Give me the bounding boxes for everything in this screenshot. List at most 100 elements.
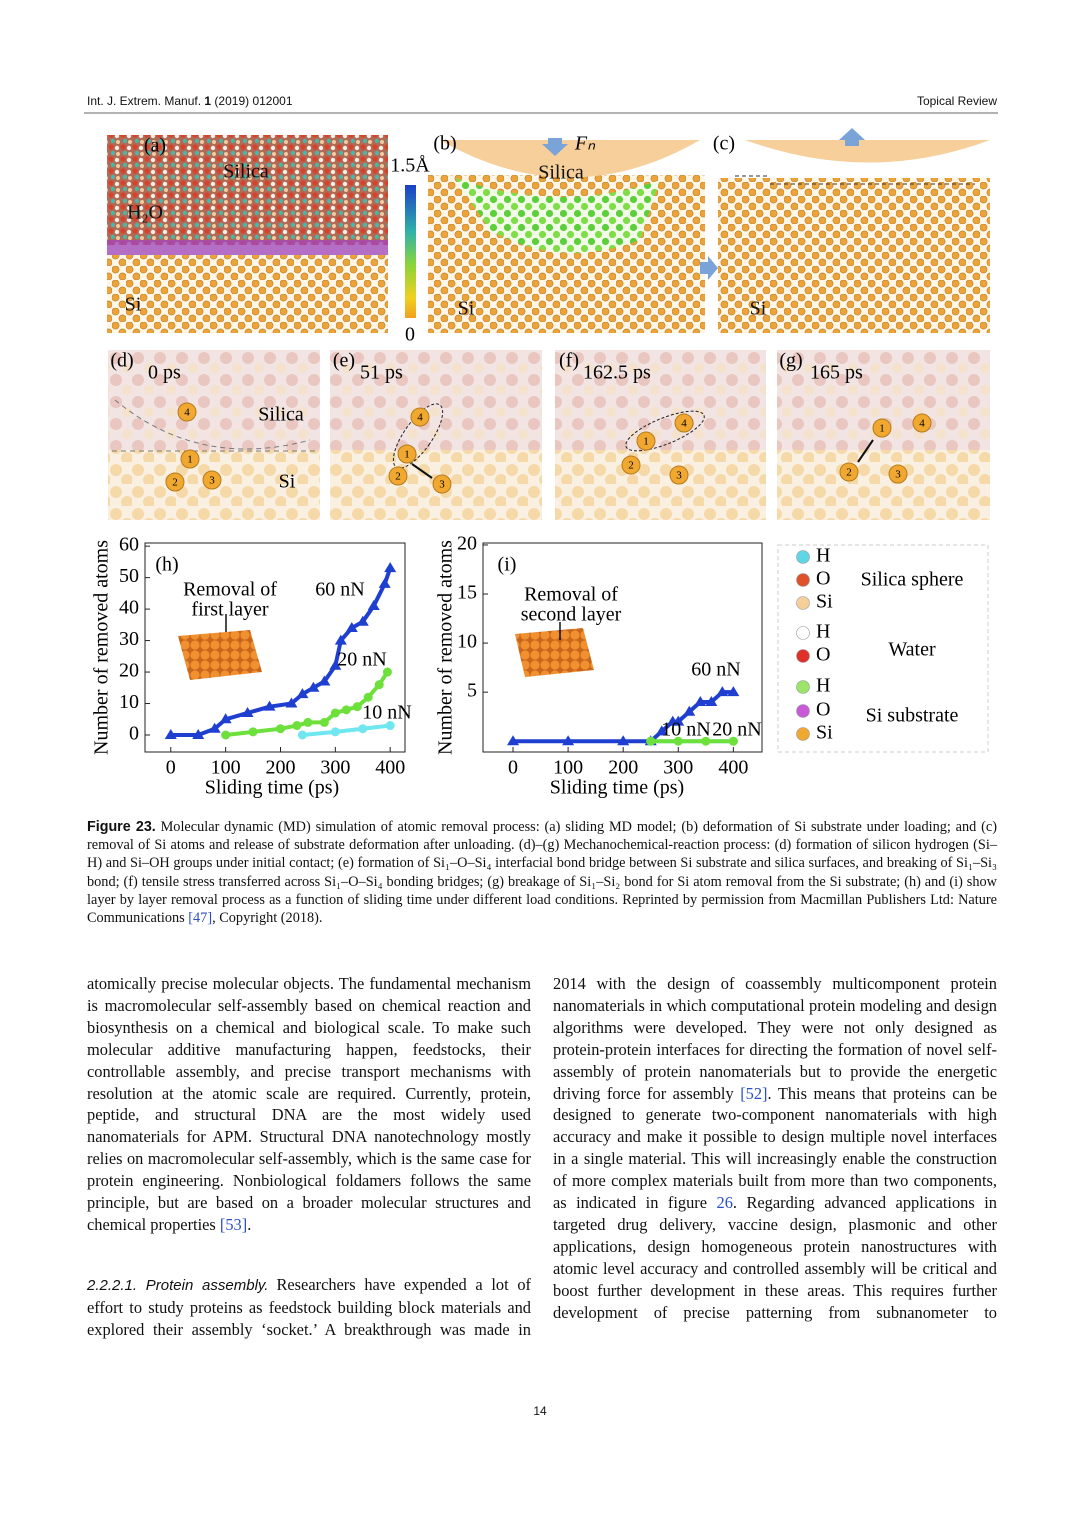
load-arrow xyxy=(542,138,568,156)
legend-swatch xyxy=(796,727,810,741)
atom-label: 3 xyxy=(676,470,682,482)
volume: 1 xyxy=(204,94,212,108)
figure-caption: Figure 23. Molecular dynamic (MD) simula… xyxy=(87,818,997,927)
marker xyxy=(303,717,313,727)
marker xyxy=(330,727,340,737)
marker xyxy=(507,735,520,746)
section: Topical Review xyxy=(916,94,997,108)
legend-swatch xyxy=(796,573,810,587)
time-label: 51 ps xyxy=(360,362,403,384)
inset-layers xyxy=(178,630,262,680)
atom xyxy=(674,413,694,433)
panel-bg xyxy=(108,350,320,450)
reference: [52] xyxy=(740,1083,768,1103)
issue: (2019) 012001 xyxy=(214,94,293,108)
marker xyxy=(285,697,298,708)
y-tick-label: 40 xyxy=(119,597,139,619)
marker xyxy=(701,736,711,746)
y-axis-label: Number of removed atoms xyxy=(435,540,457,755)
marker xyxy=(655,725,668,736)
marker xyxy=(727,686,740,697)
time-label: 165 ps xyxy=(810,362,863,384)
legend-box xyxy=(777,544,989,753)
marker xyxy=(341,705,351,715)
x-axis-label: Sliding time (ps) xyxy=(205,777,339,799)
section-heading: 2.2.2.1. Protein assembly. xyxy=(87,1276,269,1294)
atom-label: 1 xyxy=(187,454,193,466)
legend-group: Si substrate xyxy=(866,705,959,727)
y-tick-label: 5 xyxy=(467,680,477,702)
y-tick-label: 30 xyxy=(119,628,139,650)
legend-swatch xyxy=(796,626,810,640)
legend-label: H xyxy=(816,621,830,643)
marker xyxy=(673,736,683,746)
text-run: Researchers have expended a lot of effor… xyxy=(87,1274,531,1339)
marker xyxy=(192,729,205,740)
interface-layer xyxy=(107,240,388,256)
time-label: 0 ps xyxy=(148,362,181,384)
annotation: first layer xyxy=(191,599,269,621)
series-label: 10 nN xyxy=(362,702,411,724)
atom xyxy=(432,474,452,494)
marker xyxy=(617,735,630,746)
annotation: Removal of xyxy=(183,579,277,601)
panel-bg xyxy=(555,350,766,450)
marker xyxy=(378,577,391,588)
caption-label: Figure 23. xyxy=(87,819,156,835)
silica-water-region xyxy=(107,135,388,245)
region-label: Si xyxy=(125,294,142,316)
colorbar-label: 0 xyxy=(405,324,415,346)
annotation: Removal of xyxy=(524,584,618,606)
time-label: 162.5 ps xyxy=(583,362,651,384)
atom-label: 3 xyxy=(895,469,901,481)
region-label: Si xyxy=(279,471,296,493)
marker xyxy=(728,736,738,746)
region-label: Si xyxy=(458,298,475,320)
legend-swatch xyxy=(796,704,810,718)
panel-bg xyxy=(555,450,766,520)
silica-sphere xyxy=(745,140,990,163)
legend-label: H xyxy=(816,545,830,567)
panel-label: (c) xyxy=(713,133,735,155)
legend-label: O xyxy=(816,644,830,666)
marker xyxy=(374,680,384,690)
legend-label: H xyxy=(816,675,830,697)
panel-bg xyxy=(330,350,542,450)
annotation: second layer xyxy=(521,604,622,626)
atom-label: 4 xyxy=(681,418,687,430)
text-run: . Regarding advanced applications in tar… xyxy=(553,1193,997,1322)
marker xyxy=(367,599,380,610)
marker xyxy=(716,686,729,697)
plot-frame xyxy=(144,542,406,753)
series-label: 60 nN xyxy=(691,659,740,681)
x-tick-label: 200 xyxy=(608,757,638,779)
panel-label: (a) xyxy=(144,135,166,157)
page-number: 14 xyxy=(533,1404,547,1418)
atom xyxy=(177,402,197,422)
legend-label: O xyxy=(816,568,830,590)
series-label: 60 nN xyxy=(315,579,364,601)
marker xyxy=(356,615,369,626)
unload-arrow xyxy=(839,128,865,146)
marker xyxy=(296,688,309,699)
atom-label: 2 xyxy=(628,460,634,472)
y-tick-label: 15 xyxy=(457,582,477,604)
marker xyxy=(382,667,392,677)
marker xyxy=(319,717,329,727)
text-run: atomically precise molecular objects. Th… xyxy=(87,974,531,1234)
panel-label: (f) xyxy=(559,350,579,372)
y-tick-label: 50 xyxy=(119,565,139,587)
atom xyxy=(180,449,200,469)
atom xyxy=(669,465,689,485)
y-tick-label: 0 xyxy=(129,723,139,745)
atom-label: 2 xyxy=(172,477,178,489)
legend-group: Water xyxy=(888,639,936,661)
x-tick-label: 0 xyxy=(166,757,176,779)
marker xyxy=(164,729,177,740)
marker xyxy=(705,695,718,706)
atom-label: 2 xyxy=(395,471,401,483)
break-arrow xyxy=(857,439,874,463)
region-label: H₂O xyxy=(127,202,163,224)
legend-swatch xyxy=(796,649,810,663)
